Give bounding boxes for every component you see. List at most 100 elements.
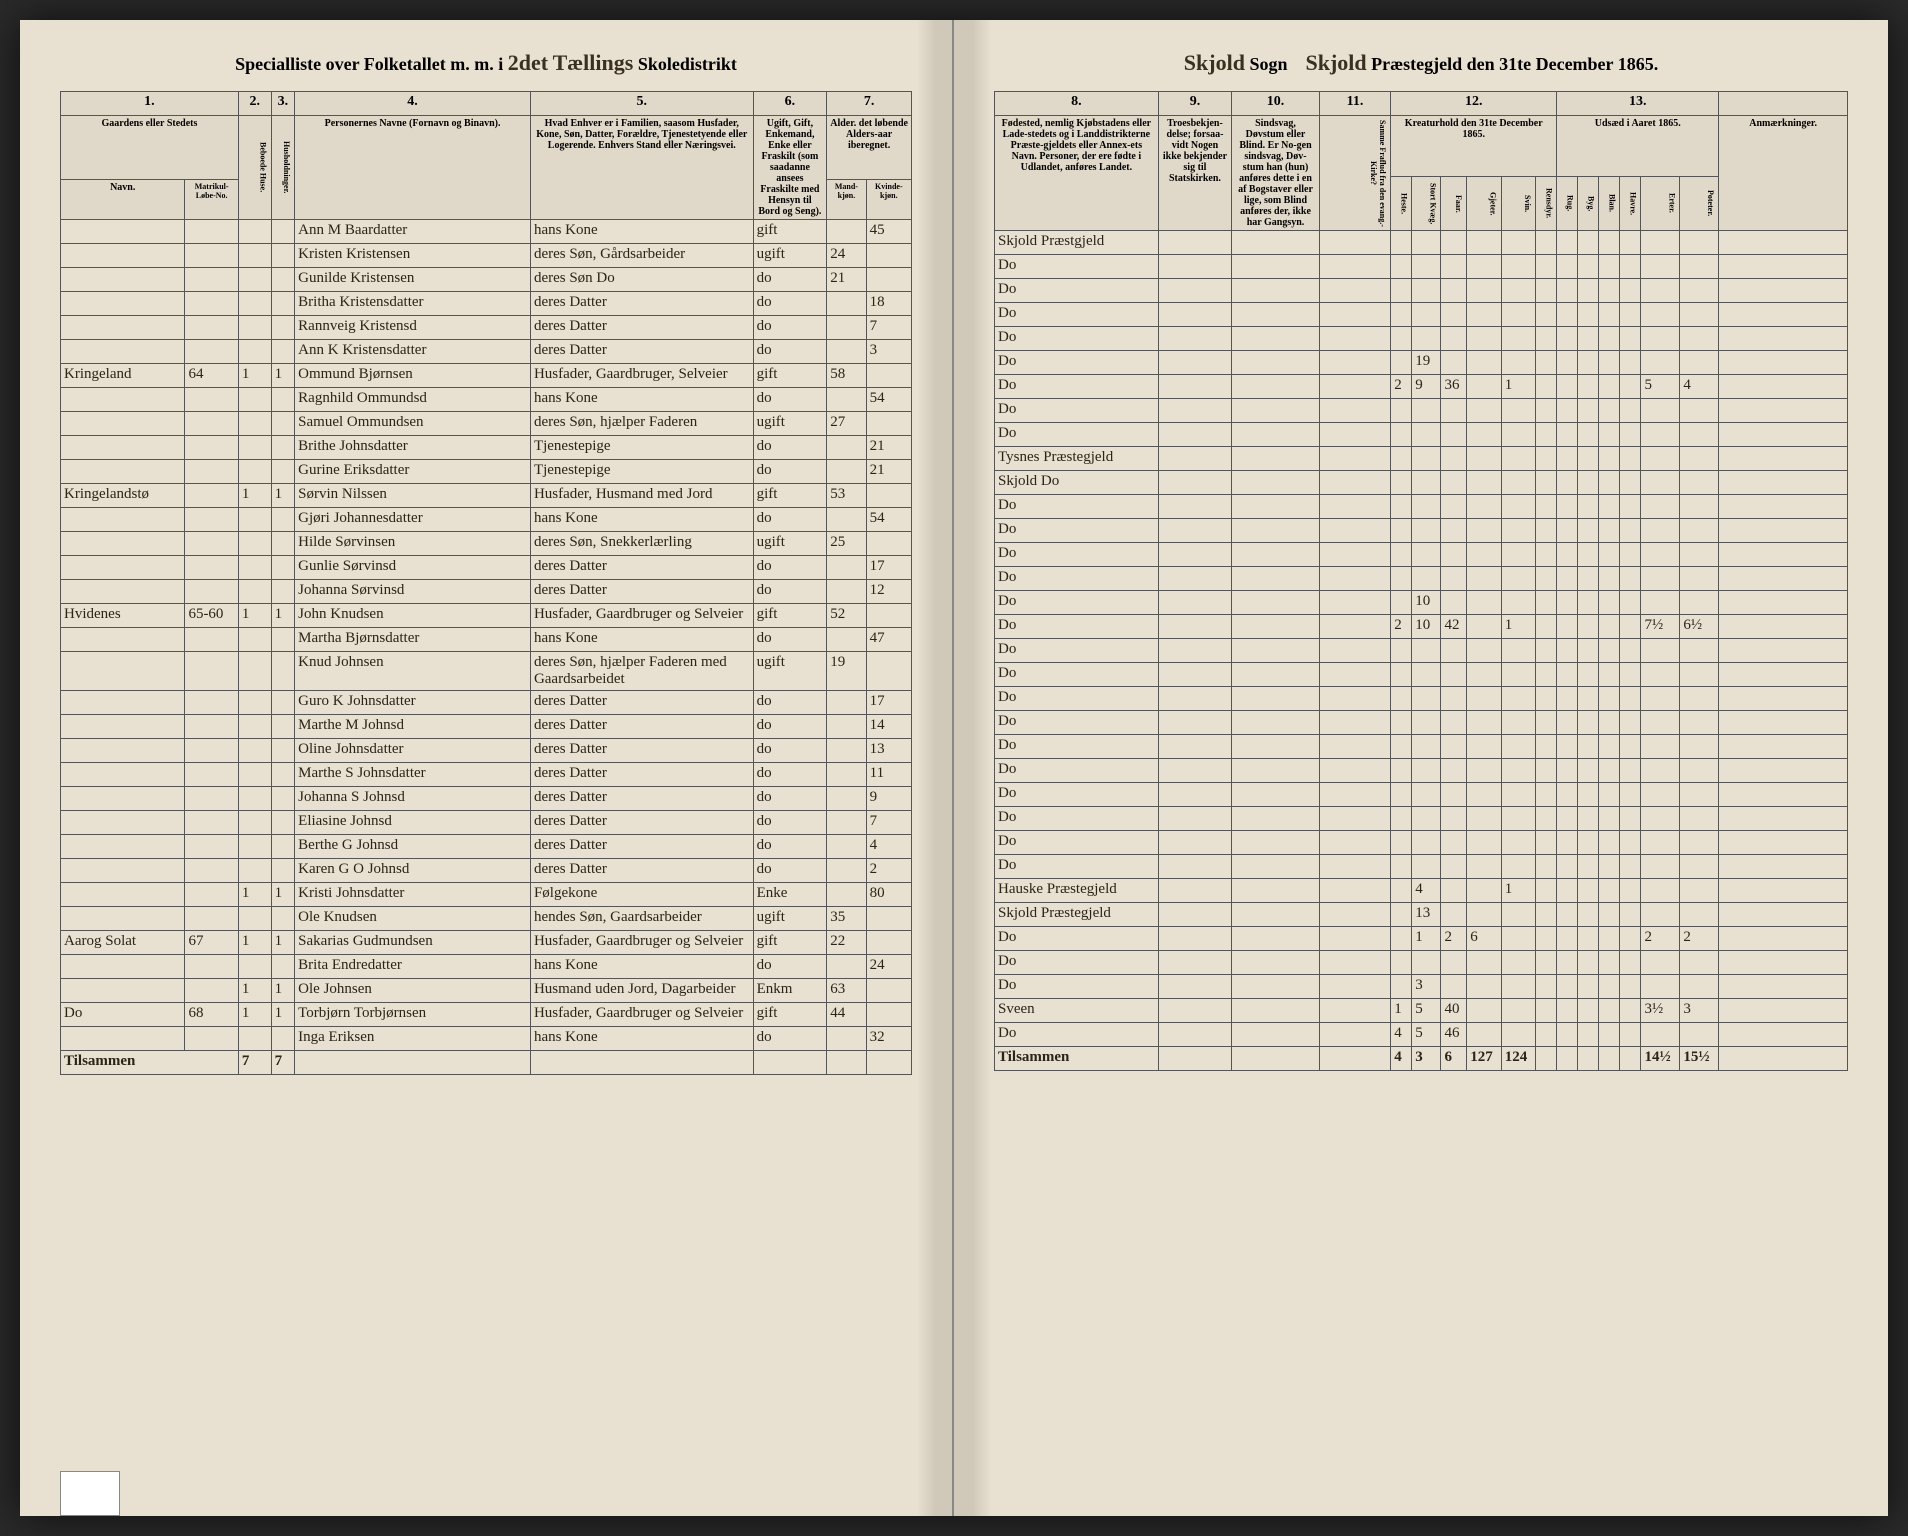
cell-gaard bbox=[61, 268, 185, 292]
cell-gaard bbox=[61, 436, 185, 460]
cell-mk bbox=[827, 292, 866, 316]
cell-tro bbox=[1158, 519, 1231, 543]
cell-kk: 13 bbox=[866, 739, 911, 763]
cell-stat: do bbox=[753, 580, 827, 604]
cell-fraf bbox=[1319, 615, 1390, 639]
cell-sind bbox=[1232, 423, 1320, 447]
cell-c12-0 bbox=[1391, 831, 1412, 855]
cell-c13-0 bbox=[1557, 255, 1578, 279]
cell-fod: Do bbox=[995, 567, 1159, 591]
cell-c13-4 bbox=[1641, 735, 1680, 759]
cell-c12-3 bbox=[1467, 639, 1502, 663]
ch-kreatur: Kreaturhold den 31te December 1865. bbox=[1391, 116, 1557, 177]
cell-c12-4 bbox=[1501, 1023, 1536, 1047]
cell-c12-2 bbox=[1441, 255, 1467, 279]
cell-tro bbox=[1158, 495, 1231, 519]
cell-stat: Enke bbox=[753, 883, 827, 907]
cell-sind bbox=[1232, 399, 1320, 423]
cell-c13-3 bbox=[1620, 807, 1641, 831]
cell-hh bbox=[271, 763, 295, 787]
cell-navn: Brithe Johnsdatter bbox=[295, 436, 531, 460]
cell-c12-4 bbox=[1501, 399, 1536, 423]
cell-c13-5 bbox=[1680, 855, 1719, 879]
cell-c13-0 bbox=[1557, 927, 1578, 951]
cell-fraf bbox=[1319, 327, 1390, 351]
cell-c13-0 bbox=[1557, 663, 1578, 687]
table-row: 11Ole JohnsenHusmand uden Jord, Dagarbei… bbox=[61, 979, 912, 1003]
cell-c12-4 bbox=[1501, 687, 1536, 711]
cell-kk bbox=[866, 244, 911, 268]
cell-anm bbox=[1719, 423, 1848, 447]
cell-hus: 1 bbox=[238, 484, 271, 508]
cell-c13-5 bbox=[1680, 591, 1719, 615]
cell-c13-1 bbox=[1578, 879, 1599, 903]
cell-c12-3 bbox=[1467, 279, 1502, 303]
cell-mk bbox=[827, 580, 866, 604]
cell-sind bbox=[1232, 783, 1320, 807]
cell-c12-0: 2 bbox=[1391, 375, 1412, 399]
c12-1: Stort Kvæg. bbox=[1412, 176, 1441, 230]
cell-gaard bbox=[61, 979, 185, 1003]
cell-c13-2 bbox=[1599, 567, 1620, 591]
header-right: Skjold Sogn Skjold Præstegjeld den 31te … bbox=[994, 50, 1848, 76]
cell-mk bbox=[827, 556, 866, 580]
cell-stat: gift bbox=[753, 931, 827, 955]
cell-hus bbox=[238, 1027, 271, 1051]
cell-tro bbox=[1158, 783, 1231, 807]
cell-fam: Husfader, Gaardbruger og Selveier bbox=[530, 604, 753, 628]
cell-c13-5 bbox=[1680, 687, 1719, 711]
cell-tro bbox=[1158, 303, 1231, 327]
cell-gaard bbox=[61, 955, 185, 979]
cell-fam: deres Datter bbox=[530, 340, 753, 364]
cell-fod: Do bbox=[995, 711, 1159, 735]
col-num-row-left: 1. 2. 3. 4. 5. 6. 7. bbox=[61, 92, 912, 116]
cell-kk: 80 bbox=[866, 883, 911, 907]
cell-c12-5 bbox=[1536, 759, 1557, 783]
cell-c12-5 bbox=[1536, 735, 1557, 759]
ch-gaard: Gaardens eller Stedets bbox=[61, 116, 239, 180]
cell-tro bbox=[1158, 375, 1231, 399]
cell-c12-0 bbox=[1391, 975, 1412, 999]
cell-c13-2 bbox=[1599, 423, 1620, 447]
cell-c12-1 bbox=[1412, 231, 1441, 255]
cell-fam: Husfader, Husmand med Jord bbox=[530, 484, 753, 508]
cell-kk bbox=[866, 931, 911, 955]
cell-mnr bbox=[185, 859, 238, 883]
table-row: Do bbox=[995, 567, 1848, 591]
cell-stat: do bbox=[753, 787, 827, 811]
cell-c12-0 bbox=[1391, 447, 1412, 471]
table-row: Martha Bjørnsdatterhans Konedo47 bbox=[61, 628, 912, 652]
cell-kk bbox=[866, 412, 911, 436]
cell-c12-3 bbox=[1467, 471, 1502, 495]
table-row: Do12622 bbox=[995, 927, 1848, 951]
cell-c12-3 bbox=[1467, 567, 1502, 591]
cell-c13-3 bbox=[1620, 375, 1641, 399]
cell-fam: deres Datter bbox=[530, 739, 753, 763]
cell-c13-2 bbox=[1599, 783, 1620, 807]
cell-c12-0 bbox=[1391, 231, 1412, 255]
cell-c12-0 bbox=[1391, 471, 1412, 495]
cell-sind bbox=[1232, 639, 1320, 663]
cell-c13-4 bbox=[1641, 447, 1680, 471]
cell-c12-1: 19 bbox=[1412, 351, 1441, 375]
cell-c12-4 bbox=[1501, 447, 1536, 471]
table-row: Brithe JohnsdatterTjenestepigedo21 bbox=[61, 436, 912, 460]
cell-hus bbox=[238, 268, 271, 292]
cell-stat: do bbox=[753, 340, 827, 364]
cell-c12-4 bbox=[1501, 423, 1536, 447]
ch-kk: Kvinde-kjøn. bbox=[866, 179, 911, 219]
cell-anm bbox=[1719, 831, 1848, 855]
cell-fod: Do bbox=[995, 591, 1159, 615]
cell-c13-3 bbox=[1620, 567, 1641, 591]
cell-mnr bbox=[185, 907, 238, 931]
cell-c12-0 bbox=[1391, 663, 1412, 687]
cell-stat: gift bbox=[753, 1003, 827, 1027]
cell-sind bbox=[1232, 855, 1320, 879]
cell-stat: ugift bbox=[753, 412, 827, 436]
cell-mnr bbox=[185, 340, 238, 364]
cell-sind bbox=[1232, 927, 1320, 951]
cell-fraf bbox=[1319, 687, 1390, 711]
cell-fod: Do bbox=[995, 351, 1159, 375]
cell-c13-4: 5 bbox=[1641, 375, 1680, 399]
cell-anm bbox=[1719, 687, 1848, 711]
